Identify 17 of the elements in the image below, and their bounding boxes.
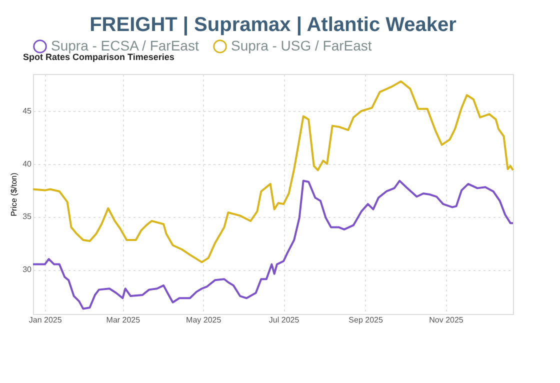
line-series (32, 180, 514, 310)
x-tick-label: Mar 2025 (106, 316, 141, 324)
legend-label: Supra - USG / FarEast (231, 37, 372, 54)
chart-subtitle: Spot Rates Comparison Timeseries (23, 52, 174, 62)
chart-title: FREIGHT | Supramax | Atlantic Weaker (90, 14, 457, 36)
y-tick-label: 35 (22, 212, 32, 222)
line-series (32, 80, 514, 264)
y-tick-label: 45 (22, 106, 32, 116)
x-tick-label: Jul 2025 (268, 316, 300, 324)
x-tick-label: Jan 2025 (28, 316, 62, 324)
legend-label: Supra - ECSA / FarEast (51, 37, 199, 54)
y-axis-title: Price ($/ton) (10, 172, 19, 216)
x-tick-label: Nov 2025 (429, 316, 464, 324)
x-tick-label: May 2025 (186, 316, 222, 324)
y-tick-label: 30 (22, 265, 32, 274)
y-tick-label: 40 (22, 159, 32, 168)
x-tick-label: Sep 2025 (348, 316, 384, 324)
